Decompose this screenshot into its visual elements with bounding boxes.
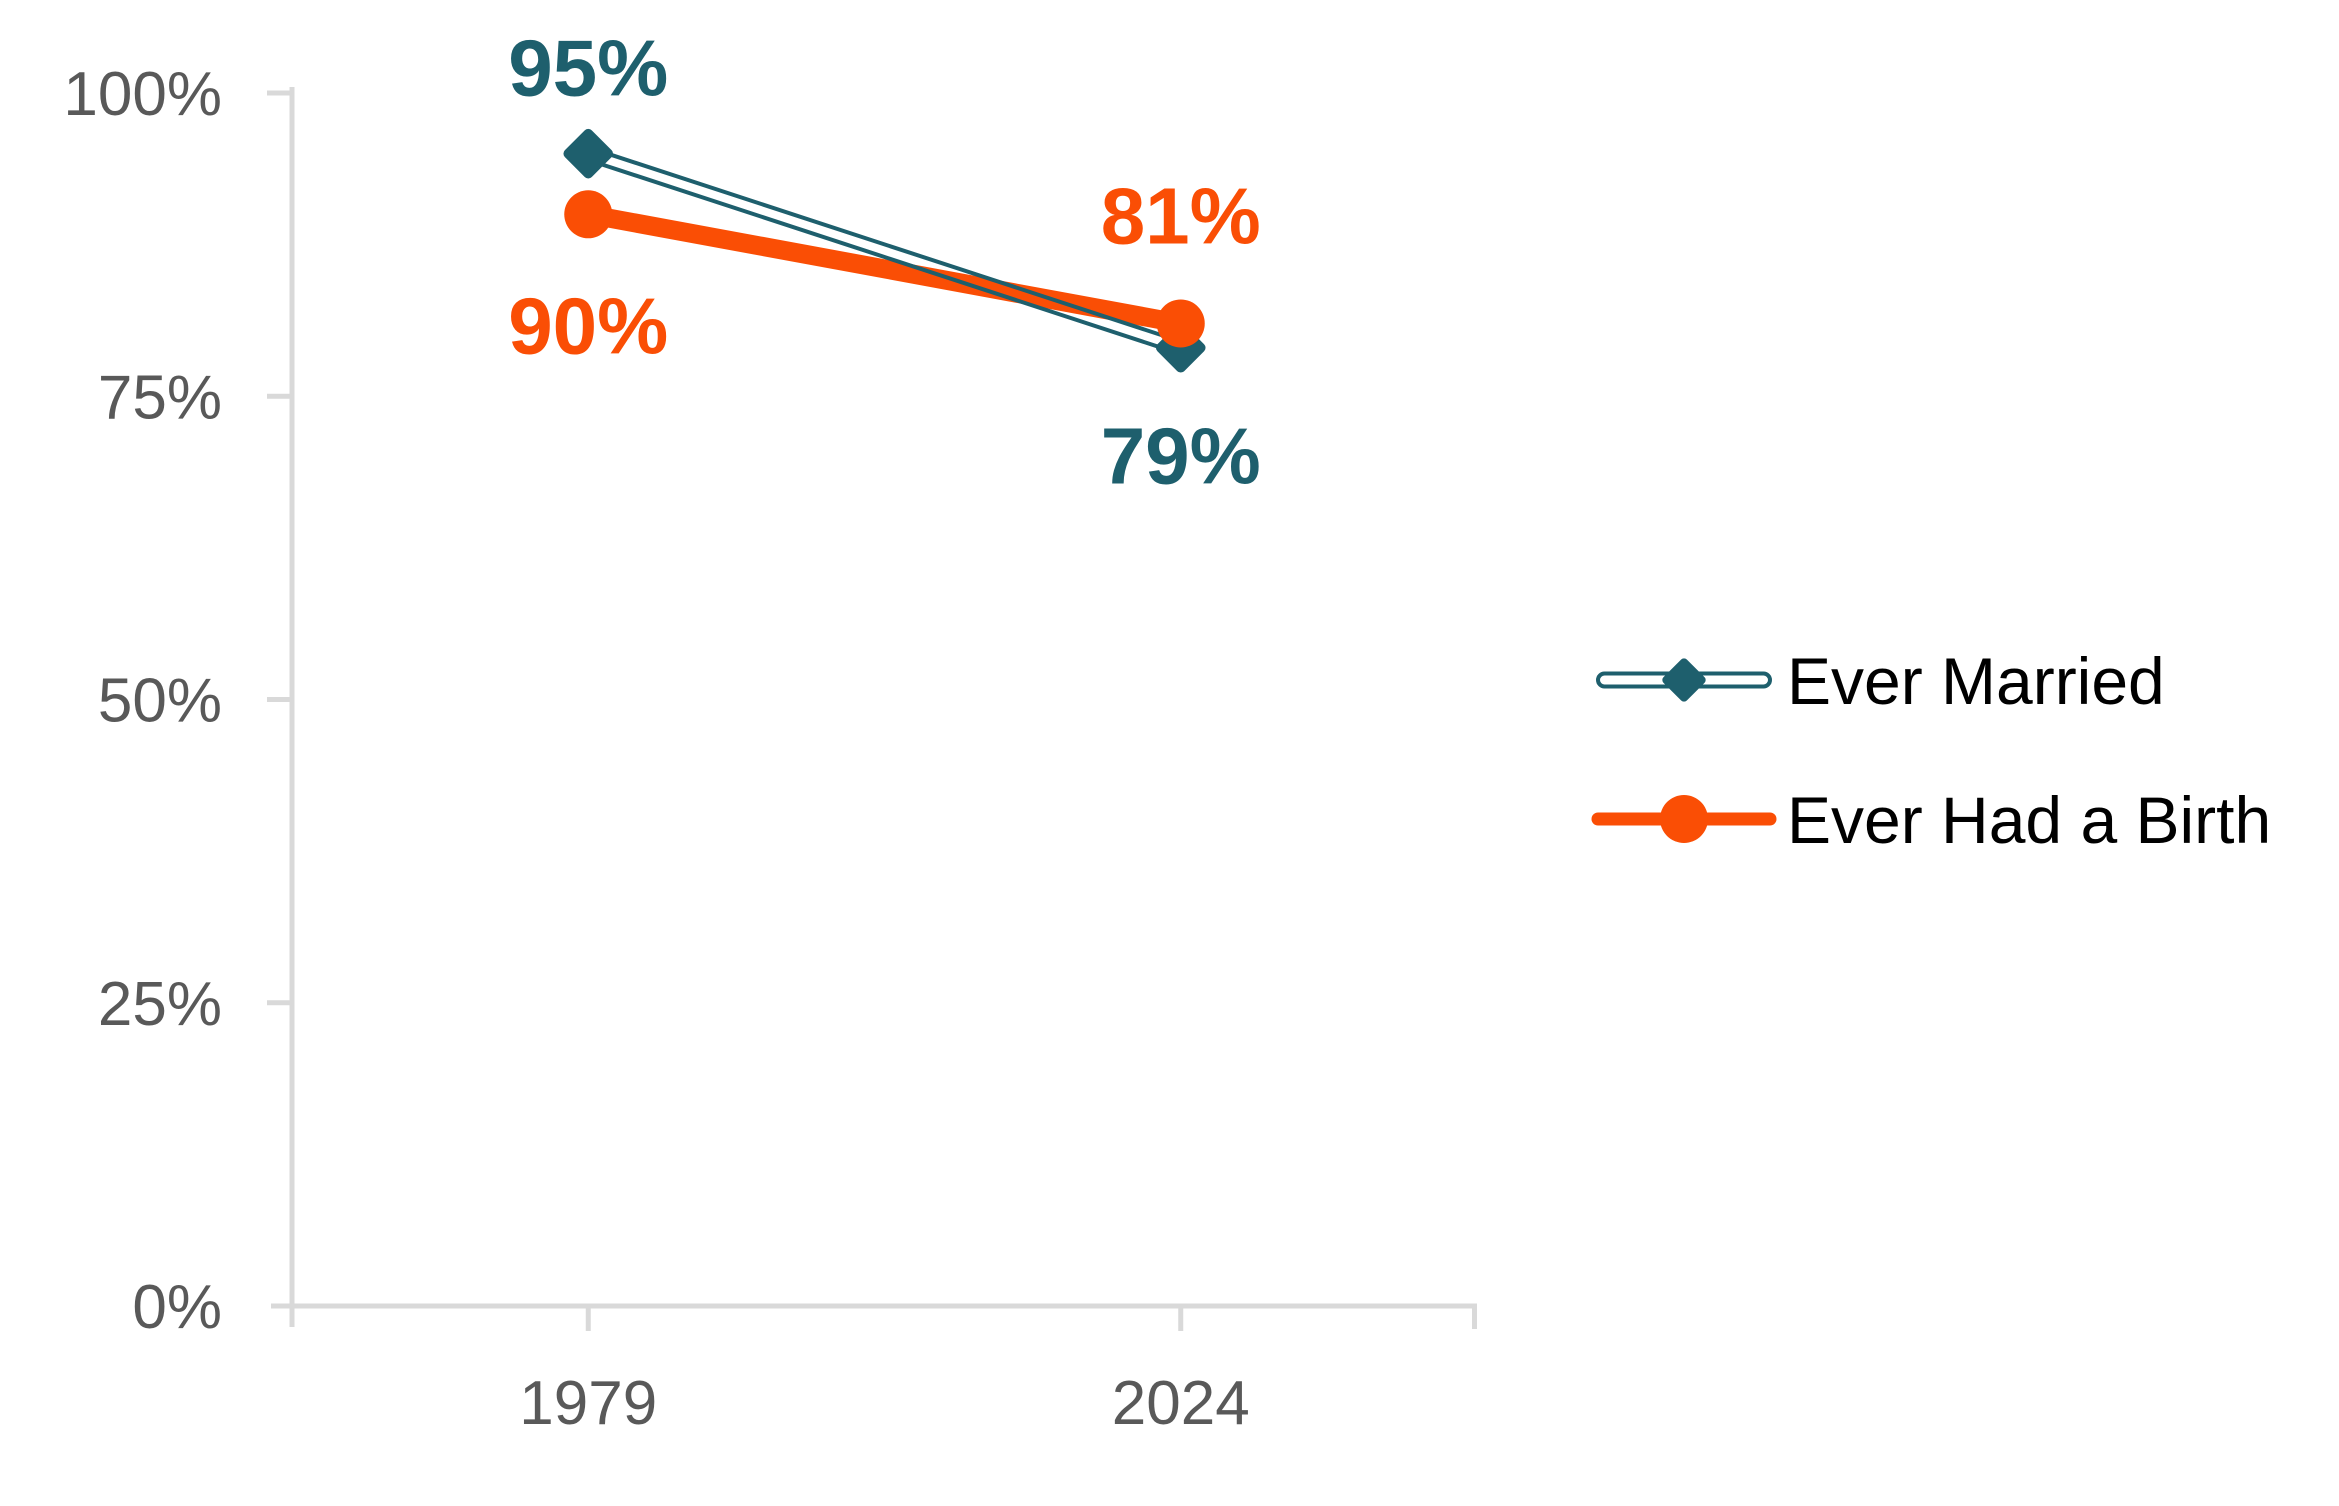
legend-label-ever-married: Ever Married: [1787, 644, 2165, 718]
legend: Ever Married Ever Had a Birth: [1591, 644, 2271, 857]
y-tick-label-75: 75%: [98, 363, 222, 432]
y-axis-tick-labels: 100% 75% 50% 25% 0%: [63, 60, 222, 1342]
axes: [267, 87, 1477, 1331]
point-label-ever-had-birth-1979: 90%: [508, 281, 668, 370]
x-tick-label-1979: 1979: [519, 1369, 657, 1438]
legend-swatch-ever-had-a-birth: [1591, 795, 1777, 843]
y-tick-label-50: 50%: [98, 667, 222, 736]
y-tick-label-100: 100%: [63, 60, 222, 129]
data-point-labels: 95% 79% 90% 81%: [508, 24, 1261, 501]
point-label-ever-married-1979: 95%: [508, 24, 668, 113]
legend-swatch-ever-married: [1596, 658, 1772, 702]
point-label-ever-married-2024: 79%: [1101, 412, 1261, 501]
series-layer: [563, 128, 1206, 373]
y-tick-label-0: 0%: [132, 1273, 222, 1342]
x-axis-tick-labels: 1979 2024: [519, 1369, 1249, 1438]
y-tick-label-25: 25%: [98, 970, 222, 1039]
x-tick-label-2024: 2024: [1112, 1369, 1250, 1438]
point-label-ever-had-birth-2024: 81%: [1101, 171, 1261, 260]
legend-label-ever-had-a-birth: Ever Had a Birth: [1787, 783, 2271, 857]
